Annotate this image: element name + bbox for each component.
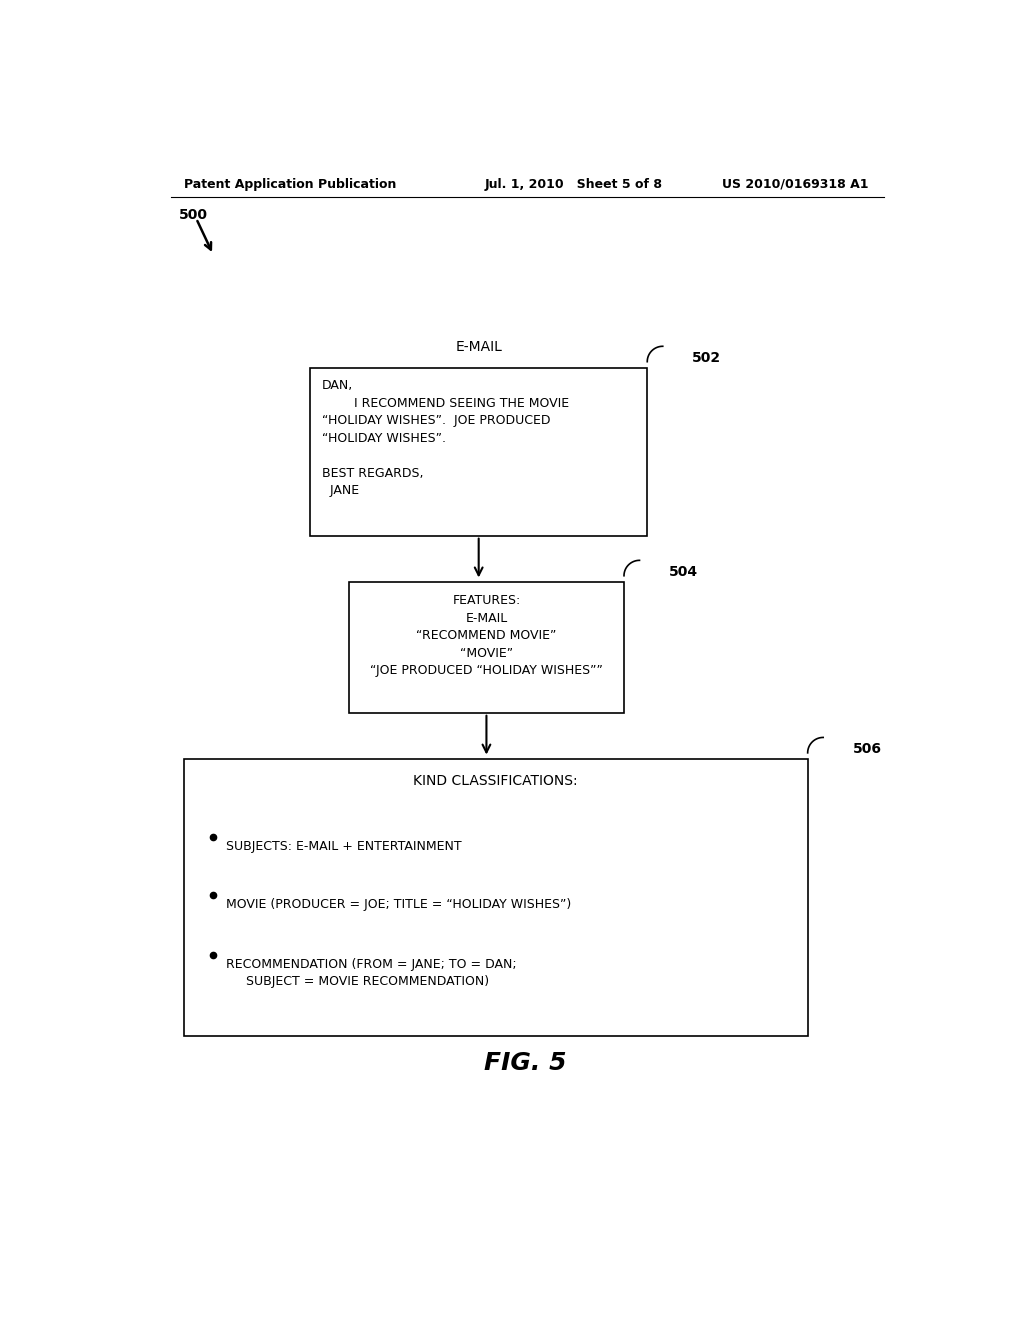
Text: 506: 506 (853, 742, 882, 756)
Text: KIND CLASSIFICATIONS:: KIND CLASSIFICATIONS: (414, 775, 579, 788)
Text: 500: 500 (178, 209, 208, 223)
Text: DAN,
        I RECOMMEND SEEING THE MOVIE
“HOLIDAY WISHES”.  JOE PRODUCED
“HOLID: DAN, I RECOMMEND SEEING THE MOVIE “HOLID… (322, 379, 569, 498)
FancyBboxPatch shape (310, 368, 647, 536)
Text: FEATURES:
E-MAIL
“RECOMMEND MOVIE”
“MOVIE”
“JOE PRODUCED “HOLIDAY WISHES””: FEATURES: E-MAIL “RECOMMEND MOVIE” “MOVI… (370, 594, 603, 677)
Text: SUBJECTS: E-MAIL + ENTERTAINMENT: SUBJECTS: E-MAIL + ENTERTAINMENT (226, 840, 462, 853)
FancyBboxPatch shape (349, 582, 624, 713)
Text: Patent Application Publication: Patent Application Publication (183, 178, 396, 190)
Text: MOVIE (PRODUCER = JOE; TITLE = “HOLIDAY WISHES”): MOVIE (PRODUCER = JOE; TITLE = “HOLIDAY … (226, 898, 571, 911)
Text: 504: 504 (669, 565, 698, 579)
Text: FIG. 5: FIG. 5 (483, 1051, 566, 1076)
Text: RECOMMENDATION (FROM = JANE; TO = DAN;
     SUBJECT = MOVIE RECOMMENDATION): RECOMMENDATION (FROM = JANE; TO = DAN; S… (226, 958, 517, 989)
Text: 502: 502 (692, 351, 721, 364)
Text: E-MAIL: E-MAIL (456, 341, 502, 354)
Text: Jul. 1, 2010   Sheet 5 of 8: Jul. 1, 2010 Sheet 5 of 8 (484, 178, 663, 190)
Text: US 2010/0169318 A1: US 2010/0169318 A1 (722, 178, 868, 190)
FancyBboxPatch shape (183, 759, 808, 1036)
